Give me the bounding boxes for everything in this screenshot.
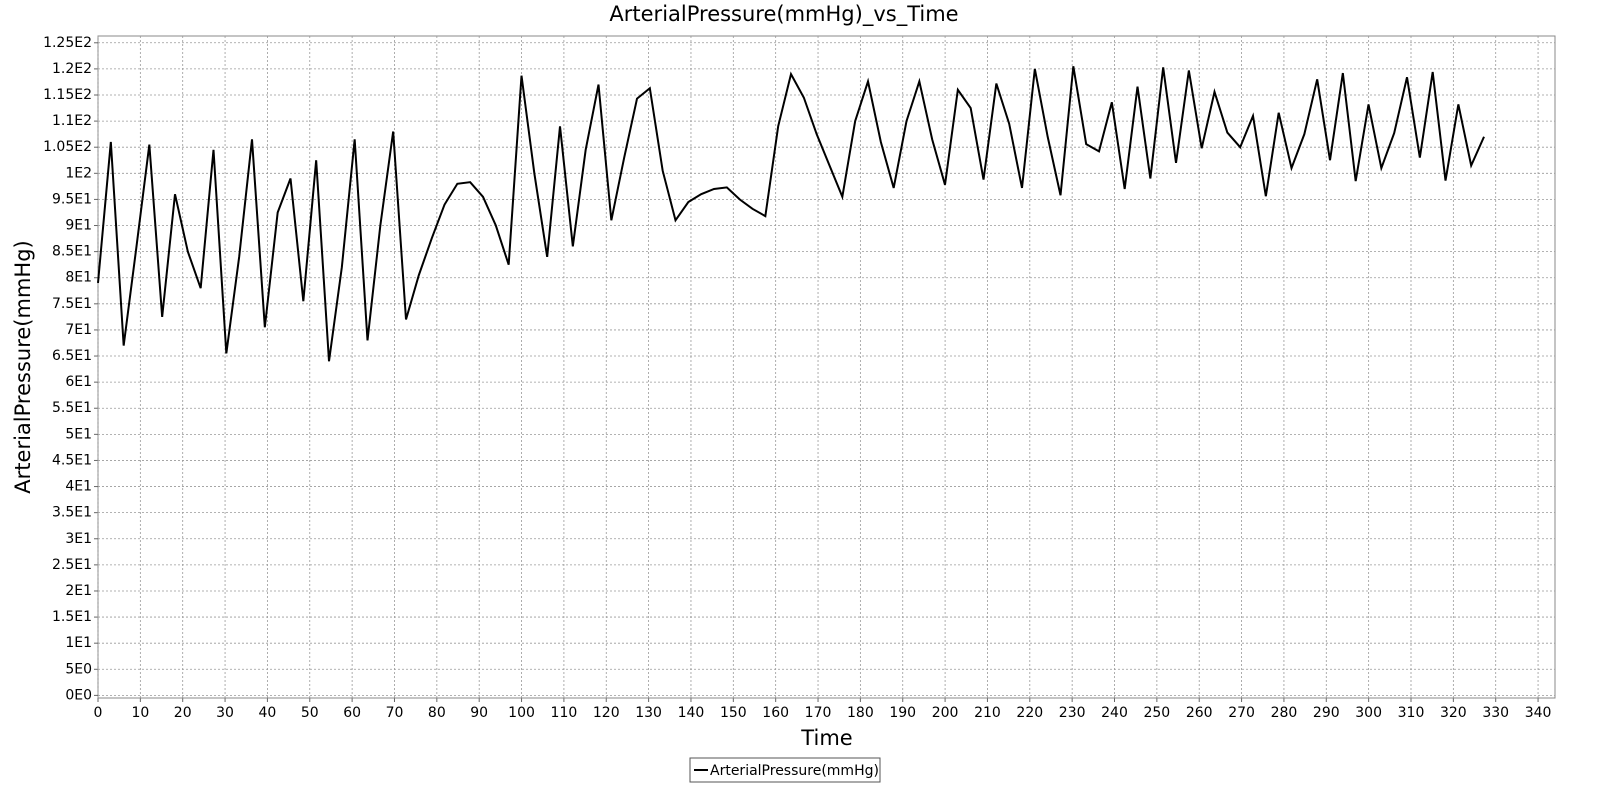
y-tick-label: 6E1 [65,374,92,390]
x-tick-label: 160 [762,705,789,721]
x-tick-label: 260 [1186,705,1213,721]
y-tick-label: 1E1 [65,635,92,651]
x-tick-label: 330 [1482,705,1509,721]
x-tick-label: 170 [805,705,832,721]
x-tick-label: 120 [593,705,620,721]
x-tick-label: 140 [678,705,705,721]
x-tick-label: 200 [932,705,959,721]
y-tick-label: 1.25E2 [43,35,92,51]
y-tick-label: 7E1 [65,322,92,338]
y-tick-label: 1.05E2 [43,139,92,155]
plot-area [97,35,1556,699]
x-tick-label: 70 [386,705,404,721]
x-tick-label: 20 [174,705,192,721]
x-tick-label: 130 [635,705,662,721]
legend-box [689,757,881,783]
y-tick-label: 1E2 [65,165,92,181]
y-tick-label: 8E1 [65,270,92,286]
x-tick-label: 110 [551,705,578,721]
x-tick-label: 340 [1525,705,1552,721]
y-tick-label: 6.5E1 [52,348,92,364]
x-tick-label: 190 [889,705,916,721]
x-tick-label: 310 [1398,705,1425,721]
x-tick-label: 80 [428,705,446,721]
x-tick-label: 150 [720,705,747,721]
data-line [97,66,1485,362]
x-tick-label: 90 [470,705,488,721]
x-tick-label: 300 [1355,705,1382,721]
y-tick-label: 1.2E2 [52,61,92,77]
y-tick-label: 2E1 [65,583,92,599]
x-tick-label: 180 [847,705,874,721]
y-tick-label: 0E0 [65,687,92,703]
x-tick-label: 280 [1271,705,1298,721]
x-tick-label: 30 [216,705,234,721]
x-tick-label: 290 [1313,705,1340,721]
y-tick-label: 3.5E1 [52,505,92,521]
y-tick-label: 1.15E2 [43,87,92,103]
y-tick-label: 4E1 [65,479,92,495]
x-tick-label: 40 [259,705,277,721]
x-tick-label: 10 [131,705,149,721]
y-tick-label: 1.5E1 [52,609,92,625]
x-tick-label: 270 [1228,705,1255,721]
y-tick-label: 1.1E2 [52,113,92,129]
x-tick-label: 210 [974,705,1001,721]
y-tick-label: 8.5E1 [52,244,92,260]
x-tick-label: 0 [94,705,103,721]
x-tick-label: 50 [301,705,319,721]
y-tick-label: 5E0 [65,661,92,677]
chart-title: ArterialPressure(mmHg)_vs_Time [609,2,958,27]
x-tick-label: 230 [1059,705,1086,721]
y-tick-label: 5.5E1 [52,400,92,416]
y-tick-label: 5E1 [65,426,92,442]
y-tick-label: 7.5E1 [52,296,92,312]
x-tick-label: 240 [1101,705,1128,721]
x-tick-label: 60 [343,705,361,721]
x-axis-label: Time [800,726,852,750]
x-tick-label: 320 [1440,705,1467,721]
x-tick-label: 100 [508,705,535,721]
y-tick-label: 9.5E1 [52,191,92,207]
y-axis-label: ArterialPressure(mmHg) [11,240,35,493]
y-tick-label: 4.5E1 [52,452,92,468]
y-tick-label: 2.5E1 [52,557,92,573]
legend-label: ArterialPressure(mmHg) [710,763,879,779]
x-tick-label: 250 [1143,705,1170,721]
y-tick-label: 9E1 [65,218,92,234]
y-tick-label: 3E1 [65,531,92,547]
x-tick-label: 220 [1016,705,1043,721]
